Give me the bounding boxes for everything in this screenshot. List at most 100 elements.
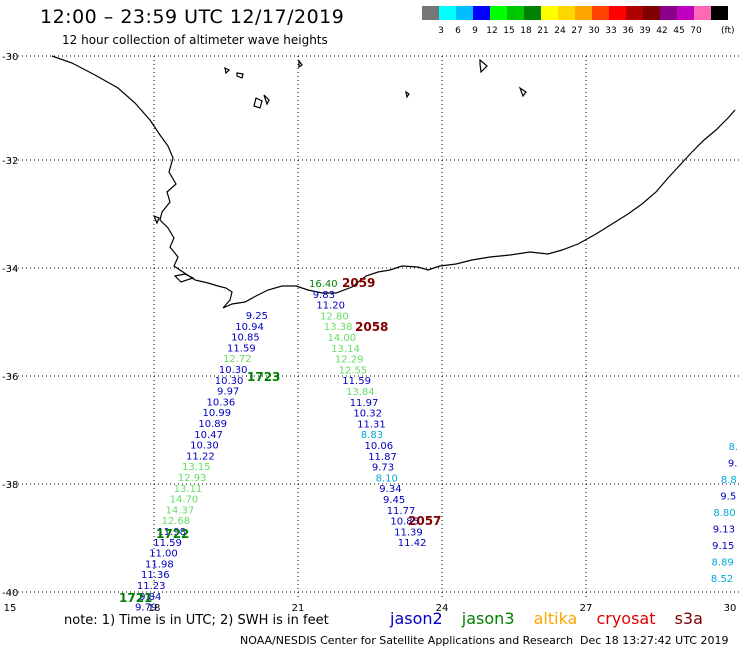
satellite-legend: jason2 jason3 altika cryosat s3a	[390, 609, 717, 628]
swh-value: 9.	[728, 459, 738, 470]
swh-value: 8.8	[721, 475, 737, 486]
lon-tick-label: 24	[436, 603, 449, 612]
swh-value: 8.10	[376, 473, 398, 484]
swh-value: 11.98	[157, 527, 186, 538]
swh-value: 11.98	[145, 559, 174, 570]
lat-tick-label: -34	[2, 264, 18, 275]
swh-value: 9.84	[139, 592, 161, 603]
lat-lon-grid	[10, 55, 740, 600]
lat-tick-label: -30	[2, 52, 18, 63]
swh-value: 8.83	[361, 430, 383, 441]
swh-value: 13.15	[182, 462, 211, 473]
colorbar-label: 18	[520, 26, 532, 36]
colorbar-swatch	[473, 6, 490, 20]
swh-value: 12.72	[223, 354, 252, 365]
pass-number: 2057	[408, 514, 441, 528]
colorbar-swatch	[507, 6, 524, 20]
swh-value: 10.30	[190, 441, 219, 452]
colorbar-label: 21	[537, 26, 548, 36]
swh-value: 10.30	[219, 365, 248, 376]
swh-value: 10.89	[198, 419, 227, 430]
coast-islands	[152, 58, 527, 283]
lat-tick-label: -38	[2, 480, 18, 491]
swh-value: 9.73	[372, 463, 394, 474]
colorbar-label: 9	[472, 26, 478, 36]
swh-value: 16.40	[309, 279, 338, 290]
colorbar-unit: (ft)	[721, 26, 735, 36]
lat-tick-label: -36	[2, 372, 18, 383]
swh-value: 14.70	[170, 495, 199, 506]
lon-tick-label: 27	[580, 603, 593, 612]
footer-note: note: 1) Time is in UTC; 2) SWH is in fe…	[64, 613, 329, 628]
swh-value: 11.59	[153, 538, 182, 549]
swh-value: 8.89	[712, 558, 734, 569]
map-title: 12:00 – 23:59 UTC 12/17/2019	[40, 6, 345, 28]
swh-value: 9.13	[713, 525, 735, 536]
pass-number: 1723	[247, 370, 280, 384]
map-subtitle: 12 hour collection of altimeter wave hei…	[62, 33, 328, 47]
pass-number: 1721	[119, 591, 152, 605]
lon-tick-label: 18	[148, 603, 161, 612]
colorbar-swatch	[677, 6, 694, 20]
colorbar-label: 36	[622, 26, 634, 36]
swh-value: 13.84	[346, 387, 375, 398]
colorbar-swatch	[456, 6, 473, 20]
swh-value: 10.94	[235, 322, 264, 333]
swh-value: 11.87	[368, 452, 397, 463]
colorbar-swatch	[524, 6, 541, 20]
lon-tick-label: 15	[4, 603, 17, 612]
swh-value: 9.79	[135, 603, 157, 612]
swh-value: 11.39	[394, 527, 423, 538]
swh-value: 10.36	[207, 397, 236, 408]
swh-value: 12.55	[339, 365, 368, 376]
colorbar-label: 27	[571, 26, 582, 36]
swh-value: 11.20	[316, 301, 345, 312]
swh-value: 9.83	[313, 290, 335, 301]
swh-value: 12.80	[320, 311, 349, 322]
swh-value: 14.37	[166, 505, 195, 516]
colorbar-label: 6	[455, 26, 461, 36]
swh-value: 11.59	[342, 376, 371, 387]
colorbar-swatch	[558, 6, 575, 20]
pass-number: 2059	[342, 276, 375, 290]
colorbar-label: 24	[554, 26, 566, 36]
colorbar-swatch	[592, 6, 609, 20]
colorbar-label: 45	[673, 26, 684, 36]
sat-jason2: jason2	[390, 609, 443, 628]
swh-value: 11.77	[387, 506, 416, 517]
swh-value: 9.5	[720, 492, 736, 503]
colorbar-swatch	[660, 6, 677, 20]
swh-value: 8.80	[713, 508, 735, 519]
swh-value: 9.25	[246, 311, 268, 322]
colorbar-swatch	[422, 6, 439, 20]
swh-value: 11.97	[350, 398, 379, 409]
colorbar-legend: 3 6 9 12 15 18 21 24 27 30 33 36 39 42 45 70 (ft)	[422, 6, 735, 36]
swh-value: 9.34	[379, 484, 401, 495]
colorbar-swatch	[694, 6, 711, 20]
swh-value: 11.59	[227, 343, 256, 354]
swh-value: 13.38	[324, 322, 353, 333]
lat-tick-label: -32	[2, 156, 18, 167]
colorbar-swatch	[711, 6, 728, 20]
swh-value: 10.85	[390, 517, 419, 528]
colorbar-label: 30	[588, 26, 600, 36]
axis-tick-labels: 15 18 21 24 27 30 -30 -32 -34 -36 -38 -40	[2, 52, 736, 612]
colorbar-label: 3	[438, 26, 444, 36]
swh-value: 9.97	[217, 387, 239, 398]
colorbar-label: 70	[690, 26, 702, 36]
colorbar-swatch	[439, 6, 456, 20]
altimeter-map: 9.2510.9410.8511.5912.7210.3010.309.9710…	[2, 52, 740, 612]
swh-value: 10.99	[202, 408, 231, 419]
sat-jason3: jason3	[461, 609, 515, 628]
swh-value: 8.	[728, 442, 738, 453]
swh-value: 9.45	[383, 495, 405, 506]
lon-tick-label: 30	[724, 603, 737, 612]
colorbar-swatch	[626, 6, 643, 20]
colorbar-label: 39	[639, 26, 651, 36]
colorbar-swatch	[643, 6, 660, 20]
swh-value: 12.93	[178, 473, 207, 484]
colorbar-swatch	[609, 6, 626, 20]
swh-value: 11.00	[149, 549, 178, 560]
swh-value: 11.22	[186, 451, 215, 462]
colorbar-label: 15	[503, 26, 514, 36]
